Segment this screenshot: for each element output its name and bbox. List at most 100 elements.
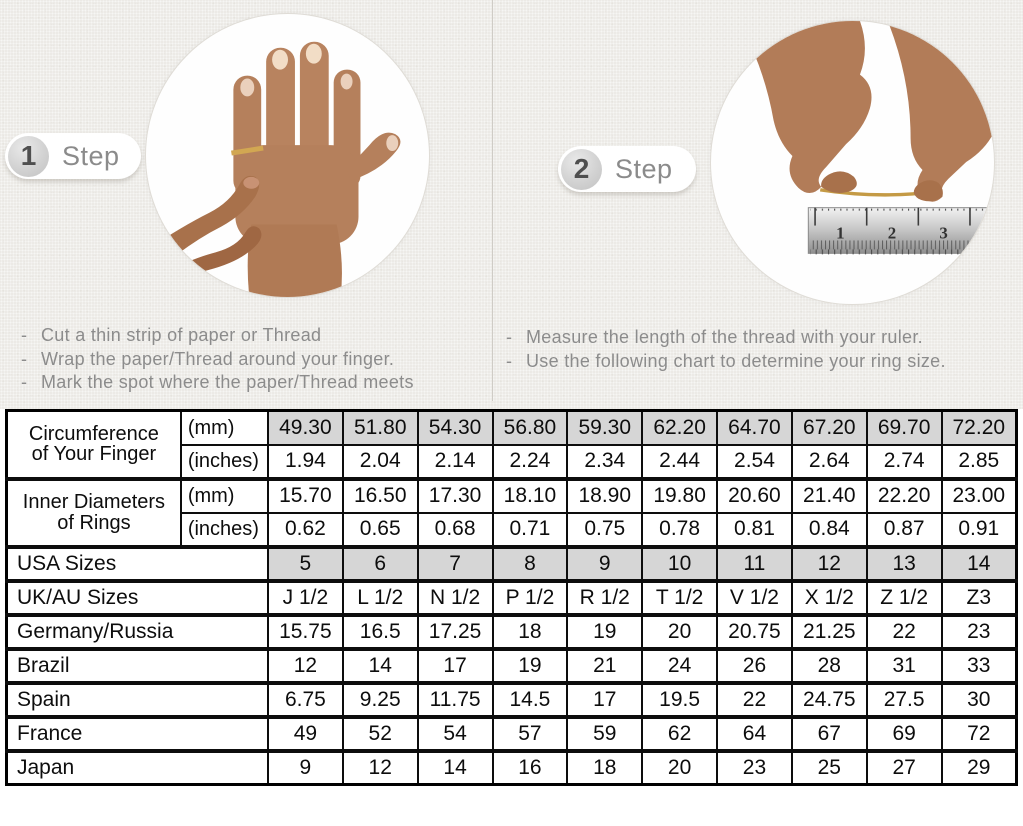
size-value-cell: 9: [566, 544, 644, 582]
size-value-cell: 51.80: [341, 409, 419, 446]
size-value-cell: 10: [641, 544, 719, 582]
size-value-cell: 14: [940, 544, 1018, 582]
row-group-label: Circumference of Your Finger: [5, 409, 182, 480]
size-value-cell: 0.81: [716, 511, 793, 548]
size-value-cell: 20.75: [716, 612, 793, 650]
ruler-number: 2: [888, 223, 896, 242]
size-value-cell: 23: [716, 748, 793, 786]
size-value-cell: 59.30: [566, 409, 644, 446]
size-value-cell: 20: [641, 612, 719, 650]
step-number-circle: 1: [8, 135, 49, 177]
size-value-cell: 54: [416, 714, 494, 752]
size-value-cell: 14.5: [491, 680, 569, 718]
size-value-cell: 2.44: [641, 443, 719, 480]
size-value-cell: J 1/2: [266, 578, 344, 616]
size-value-cell: 5: [266, 544, 344, 582]
size-value-cell: 0.71: [491, 511, 569, 548]
row-label: Spain: [5, 680, 269, 718]
size-value-cell: 21.40: [790, 476, 868, 514]
size-value-cell: 67.20: [790, 409, 868, 446]
size-value-cell: 25: [790, 748, 868, 786]
size-value-cell: V 1/2: [716, 578, 793, 616]
instruction-line: - Wrap the paper/Thread around your fing…: [21, 348, 414, 372]
size-value-cell: 22.20: [865, 476, 943, 514]
instruction-text: Cut a thin strip of paper or Thread: [41, 325, 322, 345]
size-value-cell: 49: [266, 714, 344, 752]
size-value-cell: 0.75: [566, 511, 644, 548]
unit-label: (inches): [179, 511, 269, 548]
size-value-cell: 31: [865, 646, 943, 684]
size-value-cell: 52: [341, 714, 419, 752]
unit-label: (mm): [179, 409, 269, 446]
size-value-cell: 28: [790, 646, 868, 684]
panel-divider: [492, 0, 493, 401]
size-value-cell: T 1/2: [641, 578, 719, 616]
step1-badge: 1 Step: [5, 133, 141, 179]
size-value-cell: 54.30: [416, 409, 494, 446]
size-value-cell: 0.68: [416, 511, 494, 548]
size-value-cell: 20.60: [716, 476, 793, 514]
size-value-cell: 6.75: [266, 680, 344, 718]
size-value-cell: 22: [716, 680, 793, 718]
size-value-cell: 15.70: [266, 476, 344, 514]
bullet-dash: -: [21, 325, 28, 345]
size-value-cell: 27.5: [865, 680, 943, 718]
step2-photo-circle: 1 2 3: [710, 20, 995, 305]
size-value-cell: N 1/2: [416, 578, 494, 616]
size-value-cell: 18.10: [491, 476, 569, 514]
size-value-cell: 17.25: [416, 612, 494, 650]
size-value-cell: 26: [716, 646, 793, 684]
size-value-cell: 59: [566, 714, 644, 752]
size-value-cell: 56.80: [491, 409, 569, 446]
size-value-cell: 0.91: [940, 511, 1018, 548]
size-value-cell: 18: [566, 748, 644, 786]
instruction-text: Wrap the paper/Thread around your finger…: [41, 348, 395, 369]
row-label: France: [5, 714, 269, 752]
instruction-line: - Measure the length of the thread with …: [506, 326, 946, 350]
size-value-cell: 17: [566, 680, 644, 718]
instruction-line: - Mark the spot where the paper/Thread m…: [21, 371, 414, 395]
size-value-cell: 2.64: [790, 443, 868, 480]
instruction-line: - Use the following chart to determine y…: [506, 350, 946, 374]
size-value-cell: 19: [491, 646, 569, 684]
size-value-cell: 21.25: [790, 612, 868, 650]
instruction-text: Measure the length of the thread with yo…: [526, 327, 923, 347]
instruction-text: Mark the spot where the paper/Thread mee…: [41, 372, 414, 392]
size-value-cell: 72: [940, 714, 1018, 752]
size-value-cell: 14: [341, 646, 419, 684]
step2-instructions: - Measure the length of the thread with …: [506, 326, 946, 373]
ruler-number: 1: [836, 223, 844, 242]
size-value-cell: 30: [940, 680, 1018, 718]
size-value-cell: 6: [341, 544, 419, 582]
size-value-cell: 17.30: [416, 476, 494, 514]
size-value-cell: 9: [266, 748, 344, 786]
size-value-cell: 9.25: [341, 680, 419, 718]
size-value-cell: 72.20: [940, 409, 1018, 446]
size-value-cell: 19.80: [641, 476, 719, 514]
ring-size-chart: Circumference of Your Finger (mm) 49.30 …: [5, 409, 1018, 786]
size-value-cell: 69: [865, 714, 943, 752]
table-row: Spain 6.75 9.25 11.75 14.5 17 19.5 22 24…: [5, 680, 1018, 718]
size-value-cell: 24: [641, 646, 719, 684]
size-value-cell: 16: [491, 748, 569, 786]
instructions-section: 1 Step - Cut a thin strip of paper or Th…: [0, 0, 1023, 409]
size-value-cell: 12: [790, 544, 868, 582]
size-value-cell: 62: [641, 714, 719, 752]
size-value-cell: 0.84: [790, 511, 868, 548]
size-value-cell: 2.24: [491, 443, 569, 480]
table-row: Japan 9 12 14 16 18 20 23 25 27 29: [5, 748, 1018, 786]
size-value-cell: 14: [416, 748, 494, 786]
instruction-text: Use the following chart to determine you…: [526, 350, 946, 371]
table-row: Inner Diameters of Rings (mm) 15.70 16.5…: [5, 476, 1018, 548]
size-value-cell: 8: [491, 544, 569, 582]
size-value-cell: 18.90: [566, 476, 644, 514]
size-value-cell: 0.78: [641, 511, 719, 548]
size-value-cell: 1.94: [266, 443, 344, 480]
size-value-cell: 21: [566, 646, 644, 684]
size-value-cell: 11.75: [416, 680, 494, 718]
size-value-cell: 15.75: [266, 612, 344, 650]
size-value-cell: 64.70: [716, 409, 793, 446]
bullet-dash: -: [21, 348, 28, 369]
table-row: (inches) 0.62 0.65 0.68 0.71 0.75 0.78 0…: [7, 511, 1018, 548]
unit-label: (inches): [179, 443, 269, 480]
